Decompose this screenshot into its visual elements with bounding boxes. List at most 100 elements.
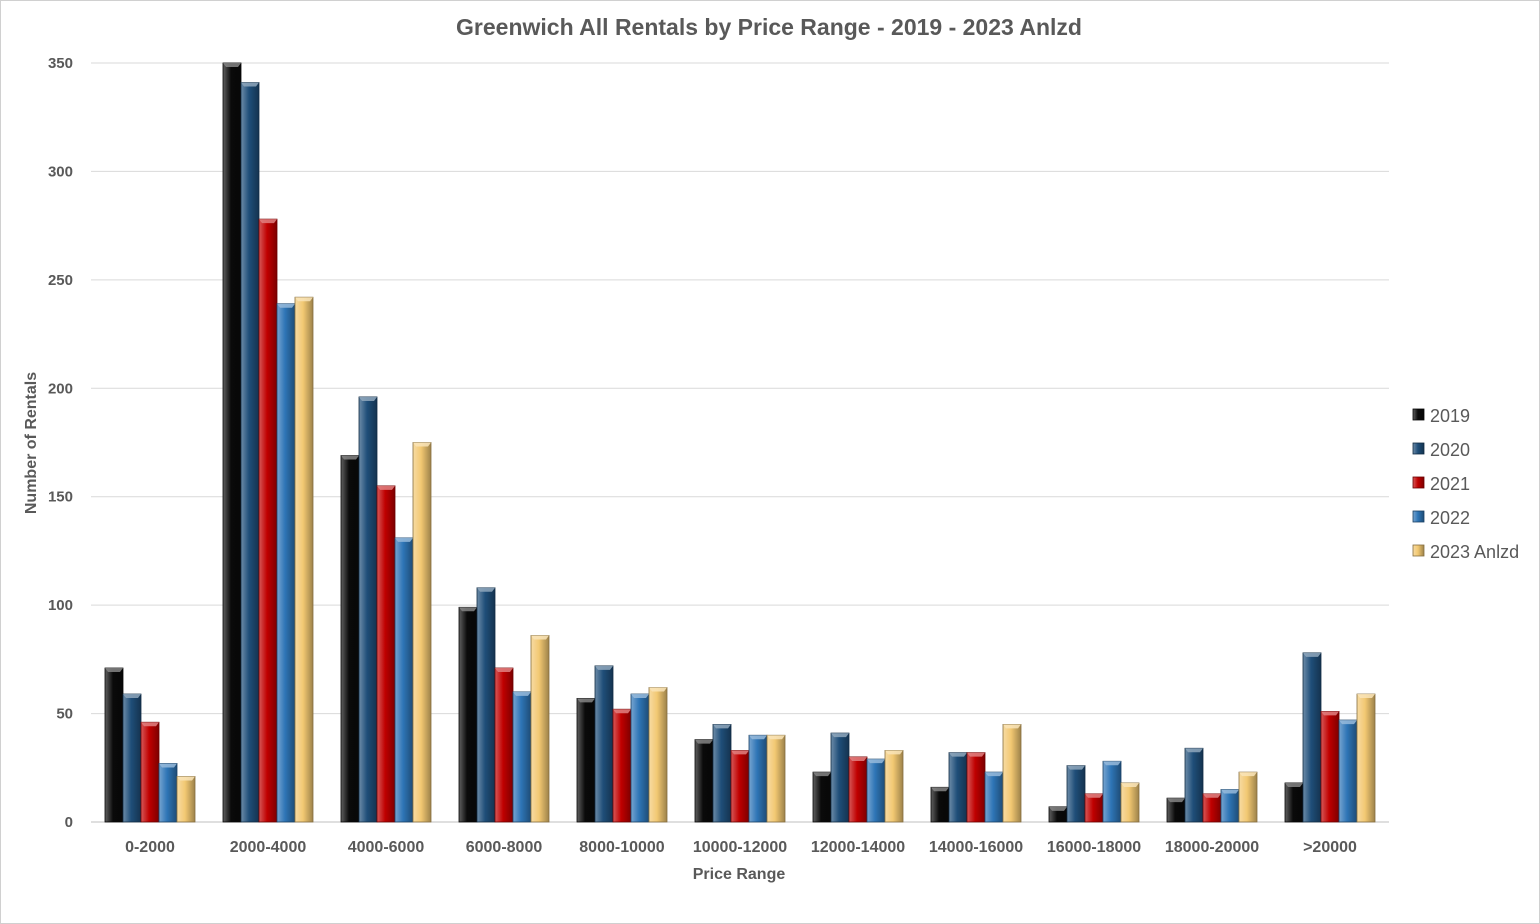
legend-swatch-2019 [1412,408,1425,421]
y-tick-label: 150 [48,489,73,506]
bar-14000-16000-2020 [948,752,968,823]
x-category-label: 16000-18000 [1047,839,1141,856]
bar-bevel [177,776,195,781]
bar-12000-14000-2020 [830,732,850,823]
y-tick-label: 300 [48,163,73,180]
x-category-label: 6000-8000 [466,839,543,856]
bar-0-2000-2020 [122,693,142,823]
bar-bevel [967,752,985,757]
bar-bevel [731,750,749,755]
bar-4000-6000-2023-Anlzd [412,442,432,823]
bar-18000-20000-2023-Anlzd [1238,771,1258,823]
bar-bevel [985,772,1003,777]
legend-label: 2022 [1430,508,1470,528]
bar-bevel [849,756,867,761]
bar-bevel [885,750,903,755]
bar-14000-16000-2023-Anlzd [1002,724,1022,823]
y-tick-label: 350 [48,55,73,72]
bar-bevel [1303,652,1321,657]
bar-bevel [141,722,159,727]
bar->20000-2019 [1284,782,1304,823]
bar-2000-4000-2019 [222,62,242,823]
bar-0-2000-2021 [140,721,160,823]
bar-6000-8000-2022 [512,691,532,823]
bar-bevel [259,219,277,224]
x-axis-categories: 0-2000 2000-4000 4000-6000 6000-8000 8000-10… [125,839,1357,856]
bar-8000-10000-2022 [630,693,650,823]
bar-bevel [477,587,495,592]
bar-bevel [577,698,595,703]
y-axis-title: Number of Rentals [23,372,40,514]
bar->20000-2023-Anlzd [1356,693,1376,823]
bar-bevel [1003,724,1021,729]
bar-0-2000-2023-Anlzd [176,776,196,823]
bar-bevel [867,759,885,764]
bar-bevel [159,763,177,768]
x-category-label: 0-2000 [125,839,175,856]
y-tick-label: 200 [48,380,73,397]
bar-10000-12000-2023-Anlzd [766,734,786,823]
y-tick-label: 0 [65,814,73,831]
legend-swatch-2021 [1412,476,1425,489]
bar-18000-20000-2022 [1220,789,1240,823]
bar-4000-6000-2022 [394,537,414,823]
x-category-label: >20000 [1303,839,1357,856]
bar-14000-16000-2022 [984,771,1004,823]
bar-6000-8000-2021 [494,667,514,823]
bar-bevel [277,303,295,308]
bar-bevel [223,63,241,67]
y-tick-label: 50 [56,706,73,723]
bars [104,62,1376,823]
bar-12000-14000-2023-Anlzd [884,750,904,823]
bar-16000-18000-2020 [1066,765,1086,823]
bar-16000-18000-2021 [1084,793,1104,823]
bar-bevel [1085,793,1103,798]
x-category-label: 4000-6000 [348,839,425,856]
x-category-label: 8000-10000 [579,839,665,856]
bar-bevel [395,537,413,542]
bar-bevel [813,772,831,777]
bar-bevel [1221,789,1239,794]
bar-4000-6000-2021 [376,485,396,823]
bar-bevel [241,82,259,87]
bar-10000-12000-2019 [694,739,714,823]
y-axis-ticks: 0 50 100 150 200 250 300 350 [48,55,73,831]
bar-bevel [595,665,613,670]
legend-label: 2019 [1430,406,1470,426]
bar-12000-14000-2022 [866,758,886,823]
bar-bevel [359,396,377,401]
bar-bevel [749,735,767,740]
legend-label: 2021 [1430,474,1470,494]
bar-bevel [1203,793,1221,798]
bar-bevel [531,635,549,640]
bar-2000-4000-2021 [258,218,278,823]
bar-bevel [295,297,313,302]
bar-6000-8000-2019 [458,606,478,823]
legend-swatch-2020 [1412,442,1425,455]
bar-8000-10000-2023-Anlzd [648,687,668,823]
bar-6000-8000-2023-Anlzd [530,635,550,823]
bar-4000-6000-2019 [340,455,360,823]
bar->20000-2021 [1320,711,1340,823]
bar-12000-14000-2019 [812,771,832,823]
legend-swatch-2023-Anlzd [1412,544,1425,557]
bar-bevel [341,455,359,460]
chart-title: Greenwich All Rentals by Price Range - 2… [456,14,1082,40]
bar-2000-4000-2022 [276,303,296,823]
bar-bevel [1121,782,1139,787]
bar-2000-4000-2020 [240,82,260,823]
bar-bevel [831,733,849,738]
x-category-label: 18000-20000 [1165,839,1259,856]
bar-bevel [949,752,967,757]
bar-bevel [1185,748,1203,753]
bar-bevel [713,724,731,729]
x-category-label: 10000-12000 [693,839,787,856]
bar-10000-12000-2020 [712,724,732,823]
bar-bevel [1285,782,1303,787]
bar-12000-14000-2021 [848,756,868,823]
bar-10000-12000-2021 [730,750,750,823]
bar-bevel [695,739,713,744]
bar-bevel [1049,806,1067,811]
